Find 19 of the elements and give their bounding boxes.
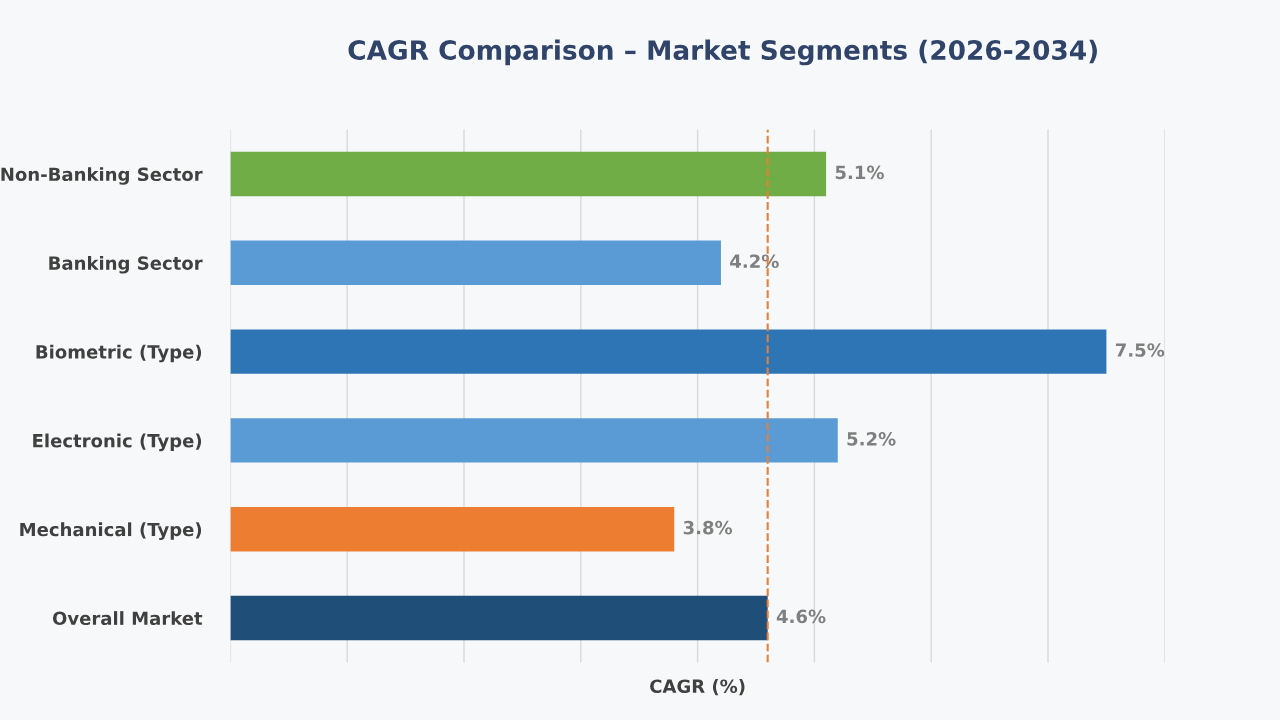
y-tick-label: Banking Sector [49, 255, 203, 274]
data-label: 4.6% [776, 609, 826, 624]
bar [230, 329, 1107, 374]
bar [230, 151, 827, 197]
bar [230, 240, 721, 285]
y-tick-label: Non-Banking Sector [1, 167, 203, 185]
x-axis-title: CAGR (%) [650, 679, 745, 696]
bar [230, 507, 675, 552]
data-label: 3.8% [683, 520, 733, 535]
data-label: 5.1% [835, 165, 884, 180]
y-tick-label: Mechanical (Type) [20, 522, 202, 540]
y-tick-label: Biometric (Type) [36, 344, 202, 363]
y-tick-label: Overall Market [52, 611, 203, 626]
data-label: 7.5% [1115, 343, 1165, 357]
bar [230, 595, 768, 641]
y-tick-label: Electronic (Type) [33, 433, 202, 452]
chart-title: CAGR Comparison – Market Segments (2026-2034) [348, 39, 1097, 66]
bar [230, 418, 838, 463]
data-label: 5.2% [847, 431, 896, 446]
